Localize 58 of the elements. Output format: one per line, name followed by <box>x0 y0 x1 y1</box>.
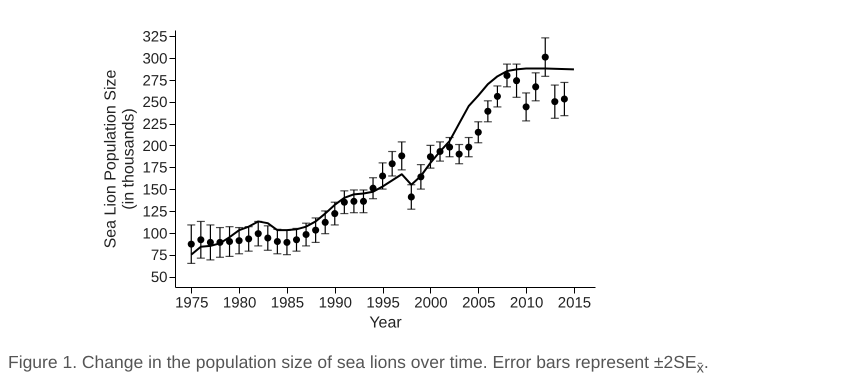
point <box>331 210 338 218</box>
point <box>226 238 234 246</box>
point <box>360 198 368 205</box>
y-tick-label: 150 <box>142 182 168 199</box>
point <box>474 128 482 136</box>
point <box>456 150 463 158</box>
point <box>532 83 540 90</box>
point <box>302 231 310 238</box>
point <box>264 234 272 242</box>
point <box>283 238 290 246</box>
point <box>350 198 358 205</box>
y-tick-label: 100 <box>142 225 168 242</box>
point <box>322 218 329 226</box>
point <box>274 238 281 246</box>
point <box>292 236 300 244</box>
point <box>312 226 320 234</box>
x-tick-label: 2000 <box>414 294 448 312</box>
y-tick-label: 125 <box>142 203 168 220</box>
point <box>245 235 252 242</box>
point <box>426 153 434 160</box>
point <box>465 144 472 151</box>
point <box>446 144 454 151</box>
point <box>197 236 204 244</box>
x-tick-label: 1995 <box>366 294 400 312</box>
y-tick-label: 200 <box>142 138 168 155</box>
point <box>560 96 568 103</box>
x-tick-label: 1980 <box>222 294 256 312</box>
x-axis-title: Year <box>369 314 402 332</box>
point <box>188 240 195 248</box>
x-tick-label: 2005 <box>462 294 496 312</box>
point <box>388 160 396 168</box>
point <box>494 92 501 100</box>
y-tick-label: 250 <box>142 94 168 112</box>
y-tick-label: 175 <box>142 160 168 177</box>
y-tick-label: 325 <box>142 28 168 46</box>
point <box>398 152 406 160</box>
y-tick-label: 75 <box>150 247 168 264</box>
x-tick-label: 2015 <box>558 294 592 312</box>
point <box>503 72 511 79</box>
point <box>254 230 262 238</box>
point <box>542 54 549 61</box>
x-tick-label: 1990 <box>318 294 352 312</box>
y-tick-label: 275 <box>142 72 168 90</box>
y-tick-label: 50 <box>150 269 168 286</box>
y-tick-label: 300 <box>142 50 168 68</box>
caption: Figure 1. Change in the population size of sea lions over time. Error bars represent ±2SE$_{x̄}$. <box>8 352 709 376</box>
y-tick-label: 225 <box>142 116 168 134</box>
point <box>408 193 415 200</box>
point <box>236 237 243 244</box>
point <box>379 172 386 180</box>
y-axis-title: Sea Lion Population Size (in thousands) <box>102 70 138 248</box>
x-tick-label: 2010 <box>510 294 544 312</box>
point <box>484 108 492 115</box>
point <box>522 103 530 110</box>
point <box>513 77 520 84</box>
x-tick-label: 1975 <box>175 294 208 312</box>
point <box>551 98 558 106</box>
x-tick-label: 1985 <box>270 294 304 312</box>
